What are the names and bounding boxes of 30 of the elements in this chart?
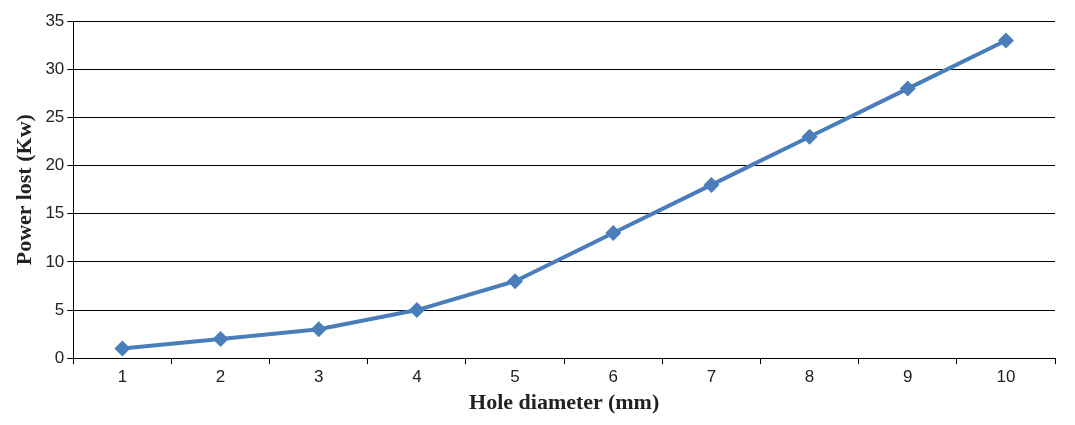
x-tick-label: 7: [706, 367, 717, 387]
y-tick-label: 35: [45, 10, 65, 30]
point: [899, 80, 916, 97]
x-tick-label: 8: [804, 367, 815, 387]
point: [310, 321, 327, 338]
point: [507, 273, 524, 290]
x-tick-label: 10: [996, 367, 1016, 387]
point: [703, 176, 720, 193]
point: [801, 128, 818, 145]
x-tick-label: 3: [314, 367, 324, 387]
y-axis-title: Power lost (Kw): [10, 114, 36, 266]
point: [997, 32, 1014, 49]
y-tick-label: 25: [45, 107, 65, 127]
x-tick-label: 6: [608, 367, 618, 387]
y-tick-label: 20: [45, 155, 65, 175]
x-tick-label: 1: [117, 367, 128, 387]
x-tick-label: 5: [510, 367, 520, 387]
x-axis-title: Hole diameter (mm): [469, 389, 660, 415]
y-tick-label: 10: [45, 251, 65, 271]
y-tick-label: 5: [54, 299, 65, 319]
x-tick-label: 2: [215, 367, 226, 387]
y-tick-label: 0: [54, 347, 65, 367]
point: [212, 330, 229, 347]
y-tick-label: 30: [45, 59, 65, 79]
point: [114, 340, 131, 357]
x-tick-label: 4: [412, 367, 422, 387]
y-tick-label: 15: [45, 203, 65, 223]
point: [408, 302, 425, 319]
point: [605, 225, 622, 242]
x-tick-label: 9: [903, 367, 913, 387]
